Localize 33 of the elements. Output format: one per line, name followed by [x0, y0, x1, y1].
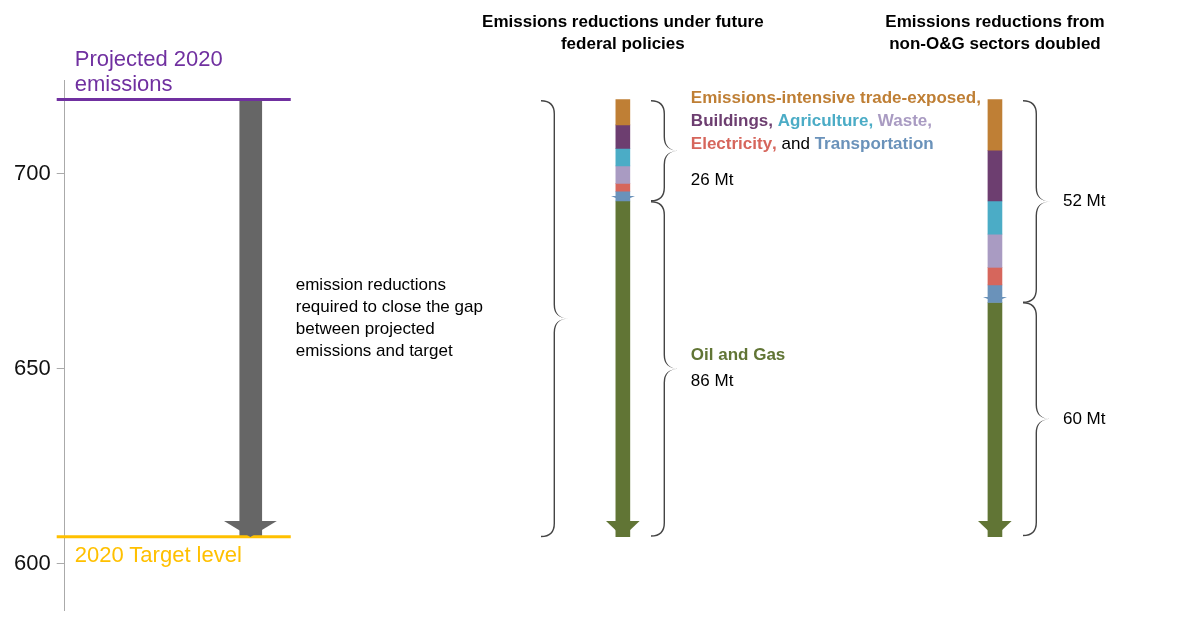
y-tick-label: 700 [13, 159, 51, 185]
x-tick-label: Emissions reductions from non-O&G sectors doubled [885, 12, 1105, 54]
text: Agriculture [777, 110, 869, 130]
y-tick-label: 650 [13, 354, 51, 380]
annotation: 60 Mt [1062, 409, 1106, 429]
text: , [772, 133, 777, 153]
y-tick-label: 600 [13, 550, 51, 576]
bar [987, 149, 1003, 202]
ref-line-label: 2020 Target level [74, 541, 242, 567]
text: Buildings [690, 110, 769, 130]
annotation: and [781, 133, 810, 153]
annotation: 26 Mt [690, 170, 734, 190]
text: , [868, 110, 874, 130]
annotation: , [976, 87, 981, 107]
text: Electricity [690, 133, 773, 153]
bar [615, 124, 631, 149]
bar [615, 183, 631, 192]
annotation: 86 Mt [690, 370, 734, 390]
x-tick-label: Emissions reductions under future federal policies [482, 12, 764, 54]
text: Oil and Gas [690, 344, 786, 364]
ref-line-label: Projected 2020 emissions [74, 45, 223, 96]
text: , [768, 110, 774, 130]
text: , [927, 110, 933, 130]
bar [987, 233, 1003, 268]
annotation: emission reductions required to close the gap between projected emissions and target [295, 274, 483, 360]
text: Waste [877, 110, 928, 130]
bar [615, 165, 631, 184]
bar [987, 99, 1003, 151]
series-label: Emissions-intensive trade-exposed [690, 87, 977, 107]
bar [987, 200, 1003, 235]
bar [615, 99, 631, 126]
annotation: 52 Mt [1062, 190, 1106, 210]
text: Transportation [814, 133, 934, 153]
